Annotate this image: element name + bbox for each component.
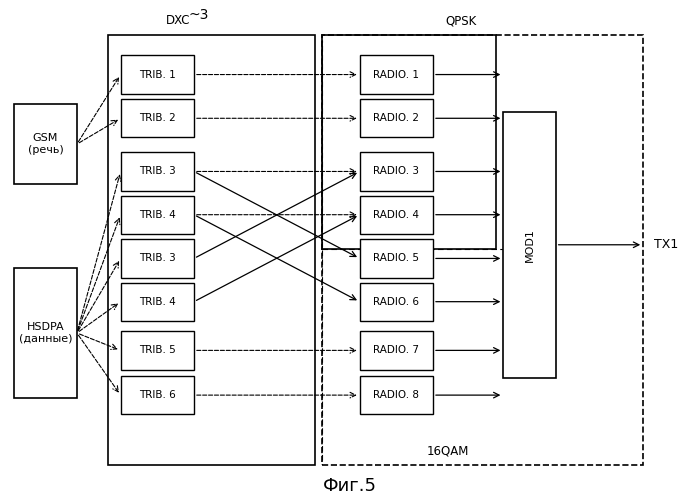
Bar: [322, 35, 643, 465]
Text: RADIO. 5: RADIO. 5: [373, 253, 419, 263]
Text: RADIO. 4: RADIO. 4: [373, 210, 419, 220]
Bar: [359, 240, 433, 277]
Text: RADIO. 7: RADIO. 7: [373, 345, 419, 355]
Bar: [359, 376, 433, 414]
Bar: [121, 331, 194, 369]
Text: RADIO. 8: RADIO. 8: [373, 390, 419, 400]
Bar: [121, 240, 194, 277]
Bar: [121, 99, 194, 137]
Bar: [121, 282, 194, 321]
Text: GSM
(речь): GSM (речь): [27, 133, 64, 155]
Bar: [359, 56, 433, 93]
Bar: [359, 196, 433, 234]
Bar: [359, 331, 433, 369]
Text: TRIB. 1: TRIB. 1: [139, 70, 175, 80]
Text: RADIO. 3: RADIO. 3: [373, 166, 419, 176]
Text: TRIB. 5: TRIB. 5: [139, 345, 175, 355]
Text: TRIB. 3: TRIB. 3: [139, 166, 175, 176]
Text: TRIB. 3: TRIB. 3: [139, 253, 175, 263]
Text: TRIB. 2: TRIB. 2: [139, 113, 175, 123]
Bar: [359, 99, 433, 137]
Text: RADIO. 1: RADIO. 1: [373, 70, 419, 80]
Bar: [14, 104, 77, 184]
Text: RADIO. 2: RADIO. 2: [373, 113, 419, 123]
Bar: [503, 112, 556, 378]
Bar: [322, 35, 496, 248]
Bar: [121, 152, 194, 190]
Text: 16QAM: 16QAM: [426, 444, 468, 457]
Bar: [359, 152, 433, 190]
Text: HSDPA
(данные): HSDPA (данные): [19, 322, 72, 344]
Bar: [121, 56, 194, 93]
Text: Фиг.5: Фиг.5: [322, 477, 377, 495]
Text: TRIB. 4: TRIB. 4: [139, 210, 175, 220]
Text: TRIB. 4: TRIB. 4: [139, 297, 175, 307]
Text: TRIB. 6: TRIB. 6: [139, 390, 175, 400]
Text: TX1: TX1: [654, 238, 678, 251]
Bar: [359, 282, 433, 321]
Bar: [121, 196, 194, 234]
Bar: [121, 376, 194, 414]
Text: QPSK: QPSK: [446, 14, 477, 27]
Bar: [108, 35, 315, 465]
Text: DXC: DXC: [166, 14, 191, 27]
Bar: [14, 268, 77, 398]
Text: MOD1: MOD1: [524, 228, 535, 262]
Text: ~3: ~3: [189, 8, 209, 22]
Text: RADIO. 6: RADIO. 6: [373, 297, 419, 307]
